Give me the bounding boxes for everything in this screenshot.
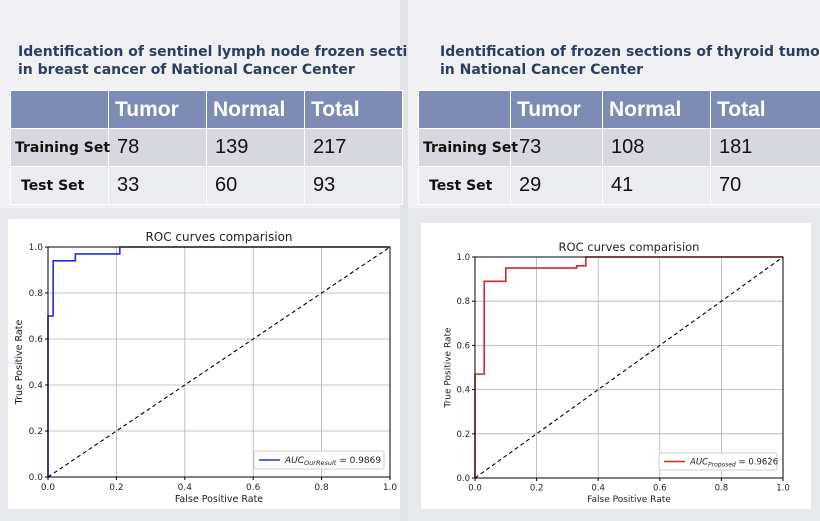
cell-normal: 41 bbox=[602, 166, 711, 205]
breast-chart-title: ROC curves comparision bbox=[145, 230, 292, 244]
table-row: Test Set 33 60 93 bbox=[10, 166, 403, 205]
panel-divider bbox=[400, 0, 408, 521]
thyroid-diagonal-line bbox=[474, 256, 784, 479]
thyroid-y-tick-label: 0.6 bbox=[456, 341, 470, 351]
thyroid-title-line1: Identification of frozen sections of thy… bbox=[440, 44, 820, 60]
breast-x-tick-label: 0.2 bbox=[109, 483, 123, 493]
thyroid-dataset-table: Tumor Normal Total Training Set 73 108 1… bbox=[418, 90, 820, 205]
header-cell-normal: Normal bbox=[206, 90, 305, 129]
breast-y-tick-label: 0.4 bbox=[29, 381, 44, 391]
thyroid-title-line2: in National Cancer Center bbox=[440, 62, 644, 78]
thyroid-roc-svg: ROC curves comparision 0.0 0.2 0.4 0.6 0.8 1.0… bbox=[443, 240, 790, 505]
thyroid-x-tick-label: 0.8 bbox=[715, 484, 729, 494]
header-cell-tumor: Tumor bbox=[108, 90, 207, 129]
breast-plot-frame bbox=[47, 246, 391, 478]
table-row: Training Set 73 108 181 bbox=[418, 128, 820, 167]
row-label-test: Test Set bbox=[10, 166, 109, 205]
header-cell-total: Total bbox=[304, 90, 403, 129]
breast-y-tick-label: 0.2 bbox=[29, 427, 43, 437]
thyroid-chart-title: ROC curves comparision bbox=[559, 240, 700, 254]
header-cell-empty bbox=[10, 90, 109, 129]
cell-total: 70 bbox=[710, 166, 820, 205]
breast-title-line2: in breast cancer of National Cancer Cent… bbox=[18, 62, 355, 78]
cell-total: 93 bbox=[304, 166, 403, 205]
breast-roc-curve bbox=[47, 246, 390, 477]
row-label-training: Training Set bbox=[10, 128, 110, 167]
breast-title-line1: Identification of sentinel lymph node fr… bbox=[18, 44, 427, 60]
cell-normal: 60 bbox=[206, 166, 305, 205]
breast-legend-label: AUCOurResult = 0.9869 bbox=[284, 456, 381, 467]
cell-tumor: 73 bbox=[510, 128, 603, 167]
thyroid-x-tick-label: 0.0 bbox=[468, 484, 482, 494]
breast-y-tick-label: 0.8 bbox=[29, 289, 44, 299]
breast-x-tick-label: 0.6 bbox=[246, 483, 261, 493]
breast-cancer-panel: Identification of sentinel lymph node fr… bbox=[0, 0, 427, 208]
breast-x-tick-label: 0.8 bbox=[314, 483, 329, 493]
cell-tumor: 33 bbox=[108, 166, 207, 205]
row-label-test: Test Set bbox=[418, 166, 511, 205]
thyroid-y-tick-label: 1.0 bbox=[456, 253, 470, 263]
breast-roc-svg: ROC curves comparision 0.0 0.2 0.4 0.6 0.8 1.0… bbox=[14, 230, 398, 505]
table-header-row: Tumor Normal Total bbox=[10, 90, 403, 129]
thyroid-y-tick-label: 0.4 bbox=[456, 386, 470, 396]
thyroid-y-axis-label: True Positive Rate bbox=[443, 327, 453, 409]
breast-y-tick-label: 0.6 bbox=[29, 335, 44, 345]
cell-normal: 108 bbox=[602, 128, 711, 167]
table-row: Training Set 78 139 217 bbox=[10, 128, 403, 167]
thyroid-panel-title: Identification of frozen sections of thy… bbox=[440, 43, 820, 79]
breast-legend-box bbox=[253, 450, 385, 470]
thyroid-x-tick-label: 0.4 bbox=[591, 484, 605, 494]
breast-x-tick-label: 0.0 bbox=[41, 483, 56, 493]
thyroid-roc-curve bbox=[474, 256, 783, 478]
breast-x-tick-label: 0.4 bbox=[178, 483, 193, 493]
thyroid-x-axis-label: False Positive Rate bbox=[587, 495, 671, 505]
thyroid-y-tick-label: 0.2 bbox=[456, 430, 470, 440]
cell-tumor: 29 bbox=[510, 166, 603, 205]
breast-panel-title: Identification of sentinel lymph node fr… bbox=[18, 43, 427, 79]
thyroid-legend-label: AUCProposed = 0.9626 bbox=[689, 458, 778, 469]
thyroid-x-tick-label: 0.6 bbox=[653, 484, 667, 494]
header-cell-total: Total bbox=[710, 90, 820, 129]
breast-y-tick-label: 1.0 bbox=[29, 243, 44, 253]
breast-y-axis-label: True Positive Rate bbox=[14, 320, 25, 406]
cell-total: 181 bbox=[710, 128, 820, 167]
table-header-row: Tumor Normal Total bbox=[418, 90, 820, 129]
cell-normal: 139 bbox=[206, 128, 305, 167]
thyroid-y-tick-label: 0.0 bbox=[456, 474, 470, 484]
breast-roc-chart: ROC curves comparision 0.0 0.2 0.4 0.6 0.8 1.0… bbox=[8, 219, 400, 509]
thyroid-tumor-panel: Identification of frozen sections of thy… bbox=[408, 0, 820, 208]
row-label-training: Training Set bbox=[418, 128, 518, 167]
header-cell-normal: Normal bbox=[602, 90, 711, 129]
cell-tumor: 78 bbox=[108, 128, 207, 167]
breast-dataset-table: Tumor Normal Total Training Set 78 139 2… bbox=[10, 90, 403, 205]
thyroid-y-tick-label: 0.8 bbox=[456, 297, 470, 307]
breast-y-tick-label: 0.0 bbox=[29, 473, 44, 483]
thyroid-legend-box bbox=[658, 452, 778, 471]
thyroid-roc-chart: ROC curves comparision 0.0 0.2 0.4 0.6 0.8 1.0… bbox=[421, 223, 811, 509]
breast-x-axis-label: False Positive Rate bbox=[175, 494, 263, 505]
breast-x-tick-label: 1.0 bbox=[383, 483, 398, 493]
cell-total: 217 bbox=[304, 128, 403, 167]
table-row: Test Set 29 41 70 bbox=[418, 166, 820, 205]
thyroid-plot-frame bbox=[474, 256, 784, 479]
thyroid-x-tick-label: 0.2 bbox=[530, 484, 544, 494]
header-cell-empty bbox=[418, 90, 511, 129]
thyroid-x-tick-label: 1.0 bbox=[776, 484, 790, 494]
header-cell-tumor: Tumor bbox=[510, 90, 603, 129]
breast-diagonal-line bbox=[47, 246, 391, 478]
